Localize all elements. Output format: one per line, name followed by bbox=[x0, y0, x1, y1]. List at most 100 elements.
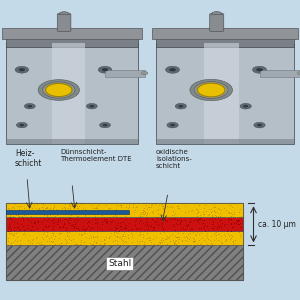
Point bbox=[137, 220, 142, 225]
Point bbox=[95, 234, 100, 239]
Point bbox=[173, 233, 178, 238]
Point bbox=[117, 208, 122, 213]
Point bbox=[218, 211, 223, 215]
Point bbox=[74, 241, 79, 246]
Point bbox=[155, 212, 160, 217]
Point bbox=[15, 238, 20, 243]
Point bbox=[143, 211, 148, 215]
Point bbox=[79, 202, 83, 207]
Point bbox=[196, 209, 200, 214]
Point bbox=[141, 206, 146, 211]
Point bbox=[83, 208, 88, 213]
Bar bbox=[2, 28, 142, 39]
Point bbox=[185, 223, 190, 227]
Point bbox=[226, 209, 230, 214]
Point bbox=[27, 202, 32, 206]
Point bbox=[148, 222, 153, 227]
Point bbox=[81, 206, 86, 211]
Point bbox=[218, 241, 223, 245]
Point bbox=[188, 226, 193, 230]
Point bbox=[151, 211, 155, 216]
Bar bbox=[6, 231, 243, 245]
Point bbox=[215, 224, 220, 229]
Point bbox=[209, 242, 214, 247]
Point bbox=[79, 210, 83, 215]
Point bbox=[116, 228, 121, 233]
Point bbox=[196, 217, 201, 221]
Point bbox=[158, 241, 162, 245]
Point bbox=[188, 235, 193, 240]
Point bbox=[122, 230, 127, 234]
Circle shape bbox=[41, 81, 76, 99]
Point bbox=[7, 230, 12, 235]
Point bbox=[24, 223, 29, 227]
Bar bbox=[6, 217, 243, 231]
Point bbox=[212, 224, 217, 229]
Point bbox=[138, 212, 142, 217]
Point bbox=[94, 240, 98, 244]
Point bbox=[11, 210, 15, 215]
Point bbox=[197, 203, 202, 208]
Point bbox=[151, 225, 156, 230]
Point bbox=[192, 239, 197, 244]
Point bbox=[185, 222, 190, 226]
Point bbox=[22, 226, 27, 231]
Point bbox=[51, 206, 56, 210]
Point bbox=[51, 220, 56, 224]
Point bbox=[83, 227, 88, 232]
Point bbox=[238, 221, 243, 226]
Point bbox=[85, 221, 90, 226]
Point bbox=[83, 206, 88, 211]
Point bbox=[185, 239, 190, 244]
Point bbox=[215, 238, 220, 243]
Point bbox=[108, 233, 113, 238]
Point bbox=[34, 234, 39, 239]
Point bbox=[130, 240, 134, 244]
Point bbox=[41, 228, 46, 233]
Point bbox=[186, 232, 190, 237]
Point bbox=[16, 212, 20, 217]
Point bbox=[104, 218, 109, 223]
Point bbox=[11, 240, 16, 245]
Point bbox=[77, 203, 82, 208]
Point bbox=[160, 202, 165, 206]
Point bbox=[119, 211, 124, 216]
Point bbox=[58, 217, 62, 222]
Text: ca. 10 µm: ca. 10 µm bbox=[258, 220, 296, 229]
Point bbox=[76, 207, 81, 212]
Point bbox=[116, 202, 120, 207]
Point bbox=[102, 217, 106, 222]
Point bbox=[20, 216, 25, 221]
Point bbox=[231, 225, 236, 230]
Point bbox=[196, 231, 201, 236]
Point bbox=[146, 204, 151, 209]
Circle shape bbox=[16, 122, 27, 128]
Point bbox=[134, 226, 139, 231]
Point bbox=[30, 210, 35, 215]
Point bbox=[157, 223, 161, 228]
Circle shape bbox=[89, 105, 94, 107]
Point bbox=[121, 238, 126, 243]
Point bbox=[183, 226, 188, 231]
Point bbox=[103, 234, 108, 239]
Point bbox=[152, 242, 157, 246]
Point bbox=[208, 207, 213, 212]
Point bbox=[21, 224, 26, 228]
Point bbox=[161, 226, 166, 231]
Point bbox=[5, 239, 10, 244]
Point bbox=[110, 219, 115, 224]
Point bbox=[20, 218, 25, 223]
Point bbox=[128, 227, 133, 232]
Point bbox=[224, 238, 229, 242]
Point bbox=[29, 237, 34, 242]
Point bbox=[68, 212, 73, 217]
Point bbox=[94, 235, 99, 240]
Point bbox=[67, 236, 72, 241]
Point bbox=[45, 217, 50, 222]
Point bbox=[98, 208, 102, 213]
Point bbox=[163, 217, 168, 222]
Point bbox=[65, 219, 70, 224]
Point bbox=[200, 209, 205, 214]
Point bbox=[45, 205, 50, 210]
Point bbox=[116, 234, 121, 239]
